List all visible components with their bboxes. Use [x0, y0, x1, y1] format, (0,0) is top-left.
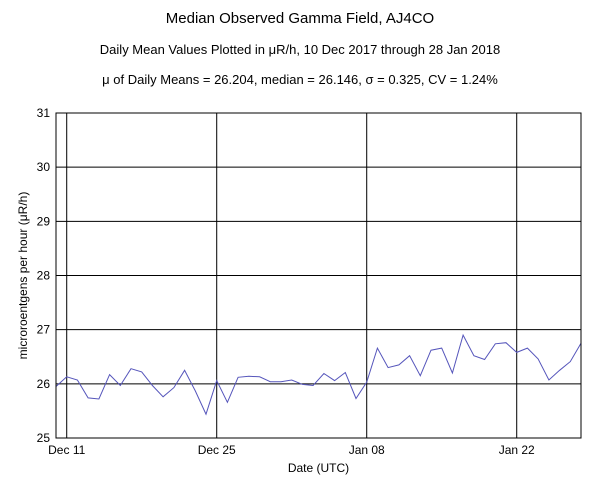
plot-frame	[55, 112, 582, 439]
y-tick-label: 28	[37, 269, 51, 283]
x-tick-labels: Dec 11 Dec 25 Jan 08 Jan 22	[48, 443, 535, 457]
x-axis-label: Date (UTC)	[288, 461, 349, 475]
x-tick-label: Dec 11	[48, 443, 85, 457]
y-tick-label: 31	[37, 106, 51, 120]
y-tick-labels: 25 26 27 28 29 30 31	[37, 106, 51, 445]
y-tick-label: 30	[37, 160, 51, 174]
y-tick-label: 25	[37, 431, 51, 445]
series-layer	[55, 333, 582, 416]
grid	[56, 112, 581, 439]
x-tick-label: Jan 08	[349, 443, 385, 457]
x-tick-label: Dec 25	[198, 443, 236, 457]
y-axis-label: microroentgens per hour (μR/h)	[16, 192, 30, 360]
x-tick-label: Jan 22	[499, 443, 535, 457]
chart-title: Median Observed Gamma Field, AJ4CO	[165, 10, 435, 27]
chart-statistics: μ of Daily Means = 26.204, median = 26.1…	[102, 72, 498, 87]
series-line	[55, 333, 582, 416]
chart-subtitle: Daily Mean Values Plotted in μR/h, 10 De…	[99, 42, 501, 57]
y-tick-label: 26	[37, 377, 51, 391]
y-tick-label: 29	[37, 214, 51, 228]
y-tick-label: 27	[37, 323, 51, 337]
